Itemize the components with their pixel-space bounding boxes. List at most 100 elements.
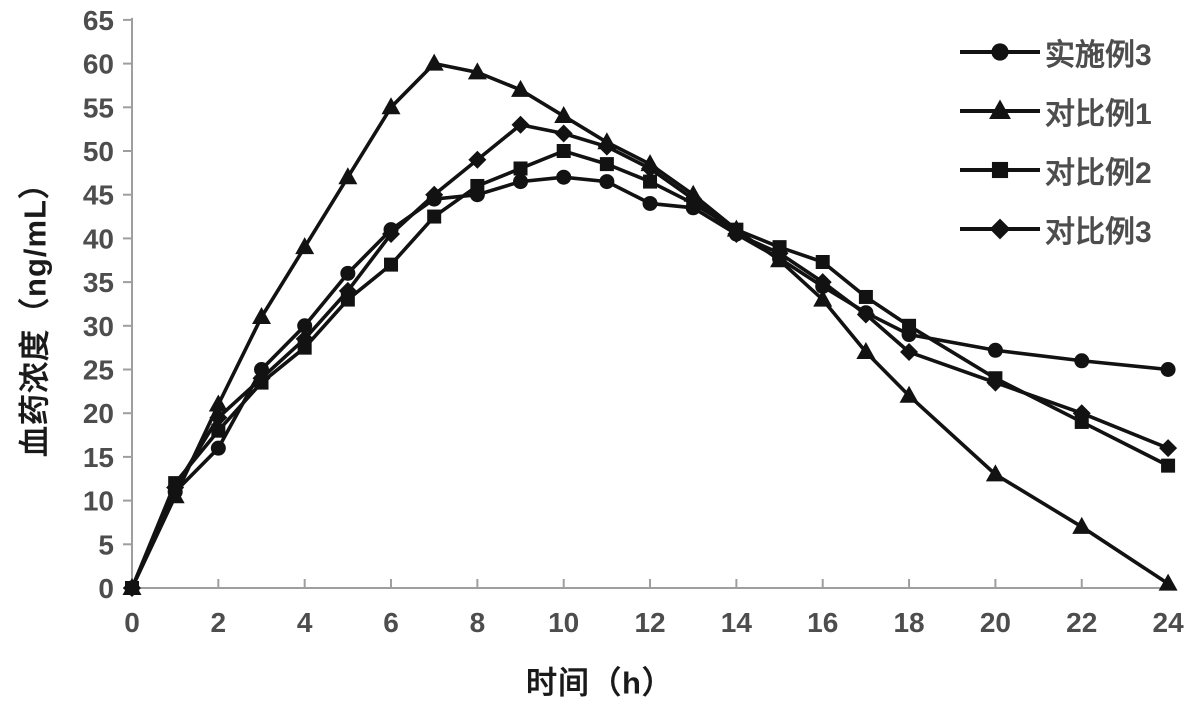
diamond-marker xyxy=(989,218,1011,239)
diamond-marker xyxy=(684,190,703,209)
square-marker xyxy=(991,161,1009,178)
y-tick-label: 15 xyxy=(83,442,114,473)
diamond-marker xyxy=(468,150,487,169)
diamond-marker xyxy=(1072,404,1091,423)
y-tick-label: 50 xyxy=(83,136,114,167)
triangle-marker xyxy=(338,167,358,185)
triangle-marker xyxy=(295,237,315,255)
square-marker xyxy=(384,257,399,272)
diamond-marker xyxy=(986,373,1005,392)
y-tick-label: 20 xyxy=(83,398,114,429)
legend-swatch-triangle xyxy=(960,99,1040,119)
legend: 实施例3 对比例1 对比例2 对比例3 xyxy=(958,22,1152,258)
legend-item-diamond: 对比例3 xyxy=(958,199,1152,258)
x-tick-label: 4 xyxy=(297,607,313,638)
square-marker xyxy=(902,318,917,333)
series-line-square xyxy=(130,149,1169,589)
y-tick-label: 0 xyxy=(98,573,114,604)
legend-label-triangle: 对比例1 xyxy=(1045,97,1152,131)
x-axis-title: 时间（h） xyxy=(526,665,674,701)
diamond-marker xyxy=(166,478,185,497)
diamond-marker xyxy=(856,305,875,324)
y-tick-label: 55 xyxy=(83,92,114,123)
circle-marker xyxy=(1074,353,1090,369)
triangle-marker xyxy=(985,464,1005,482)
triangle-marker xyxy=(208,394,228,412)
y-tick-label: 25 xyxy=(83,355,114,386)
legend-swatch-circle xyxy=(960,42,1040,61)
y-tick-label: 40 xyxy=(83,223,114,254)
triangle-marker xyxy=(899,385,919,403)
circle-marker xyxy=(1160,362,1176,377)
diamond-marker xyxy=(252,369,271,388)
circle-marker xyxy=(987,342,1003,358)
triangle-marker xyxy=(989,99,1011,119)
triangle-marker xyxy=(381,97,401,115)
diamond-marker xyxy=(770,244,789,263)
y-tick-label: 10 xyxy=(83,486,114,517)
legend-item-circle: 实施例3 xyxy=(958,22,1152,81)
x-tick-label: 16 xyxy=(807,607,838,638)
series-line-circle xyxy=(130,175,1169,589)
diamond-marker xyxy=(641,159,660,178)
y-tick-label: 5 xyxy=(98,529,114,560)
diamond-marker xyxy=(554,124,573,143)
triangle-marker xyxy=(813,289,833,307)
x-tick-label: 22 xyxy=(1066,607,1097,638)
diamond-marker xyxy=(123,579,141,597)
diamond-marker xyxy=(900,343,919,362)
square-marker xyxy=(1161,458,1176,473)
square-marker xyxy=(556,144,571,158)
x-tick-label: 24 xyxy=(1153,607,1185,638)
y-tick-label: 30 xyxy=(83,311,114,342)
square-marker xyxy=(599,157,614,172)
square-marker xyxy=(470,178,485,193)
legend-item-triangle: 对比例1 xyxy=(958,81,1152,140)
diamond-marker xyxy=(425,185,444,204)
triangle-marker xyxy=(1072,516,1092,534)
circle-marker xyxy=(210,440,226,456)
series-diamond xyxy=(123,115,1178,597)
diamond-marker xyxy=(382,225,401,244)
diamond-marker xyxy=(511,115,530,134)
circle-marker xyxy=(297,318,313,334)
circle-marker xyxy=(340,265,356,281)
legend-label-square: 对比例2 xyxy=(1045,156,1152,190)
circle-marker xyxy=(642,195,658,211)
square-marker xyxy=(513,161,528,176)
legend-swatch-diamond xyxy=(960,218,1040,239)
x-tick-label: 0 xyxy=(124,607,140,638)
triangle-marker xyxy=(252,307,272,325)
series-line-triangle xyxy=(130,61,1170,589)
triangle-marker xyxy=(1158,573,1178,591)
x-tick-label: 12 xyxy=(634,607,665,638)
diamond-marker xyxy=(295,329,314,348)
x-tick-label: 20 xyxy=(980,607,1011,638)
circle-marker xyxy=(513,174,529,190)
diamond-marker xyxy=(1159,439,1178,458)
axes xyxy=(123,17,1176,589)
series-line-diamond xyxy=(130,122,1169,589)
square-marker xyxy=(815,254,830,269)
triangle-marker xyxy=(856,342,876,360)
square-marker xyxy=(427,209,442,224)
circle-marker xyxy=(599,174,615,190)
square-marker xyxy=(211,423,226,438)
circle-marker xyxy=(991,42,1009,61)
x-tick-label: 6 xyxy=(383,607,399,638)
diamond-marker xyxy=(727,225,746,244)
x-tick-label: 18 xyxy=(893,607,924,638)
diamond-marker xyxy=(338,281,357,300)
y-tick-label: 45 xyxy=(83,180,114,211)
y-tick-label: 65 xyxy=(83,5,114,36)
legend-label-circle: 实施例3 xyxy=(1045,38,1152,72)
y-axis-title: 血药浓度（ng/mL） xyxy=(17,167,53,457)
x-tick-label: 14 xyxy=(721,607,753,638)
y-tick-label: 35 xyxy=(83,267,114,298)
square-marker xyxy=(858,289,873,304)
triangle-marker xyxy=(467,62,487,80)
legend-label-diamond: 对比例3 xyxy=(1045,215,1152,249)
x-tick-label: 10 xyxy=(548,607,579,638)
